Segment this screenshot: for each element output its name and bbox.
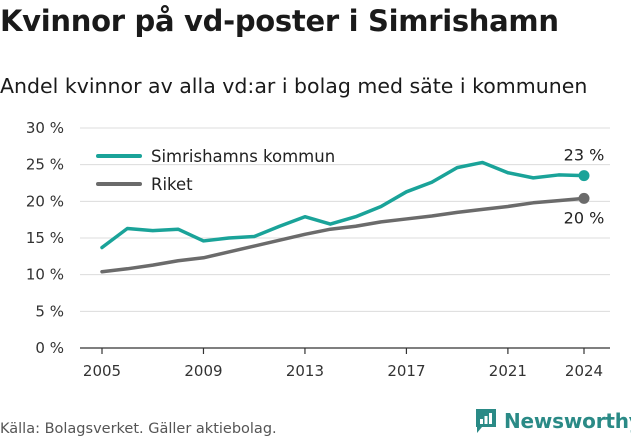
end-label-riket: 20 %: [564, 208, 605, 227]
x-tick-label: 2009: [184, 362, 222, 380]
y-tick-label: 0 %: [35, 339, 64, 357]
line-chart: 0 % 5 % 10 % 15 % 20 % 25 % 30 % 2005 2009 2013 2…: [26, 119, 610, 380]
end-point-riket: [578, 192, 590, 204]
y-tick-label: 10 %: [26, 266, 64, 284]
chart-subtitle: Andel kvinnor av alla vd:ar i bolag med …: [0, 74, 588, 98]
brand-name: Newsworthy: [504, 409, 631, 433]
newsworthy-brand[interactable]: Newsworthy: [474, 407, 631, 435]
end-point-simrishamn: [578, 170, 590, 182]
x-tick-label: 2013: [286, 362, 324, 380]
y-tick-label: 5 %: [35, 302, 64, 320]
bar-chart-logo-icon: [476, 409, 496, 433]
y-tick-label: 30 %: [26, 119, 64, 137]
x-tick-label: 2024: [565, 362, 603, 380]
y-tick-label: 20 %: [26, 192, 64, 210]
y-tick-label: 15 %: [26, 229, 64, 247]
y-tick-label: 25 %: [26, 156, 64, 174]
x-tick-label: 2017: [387, 362, 425, 380]
source-note: Källa: Bolagsverket. Gäller aktiebolag.: [0, 421, 277, 437]
end-label-simrishamn: 23 %: [564, 146, 605, 165]
x-tick-label: 2005: [83, 362, 121, 380]
series-line-riket: [100, 196, 586, 274]
x-tick-label: 2021: [489, 362, 527, 380]
series-line-simrishamn: [100, 160, 586, 250]
legend-label-simrishamn: Simrishamns kommun: [151, 147, 335, 166]
legend-label-riket: Riket: [151, 175, 193, 194]
chart-title: Kvinnor på vd-poster i Simrishamn: [0, 4, 559, 38]
